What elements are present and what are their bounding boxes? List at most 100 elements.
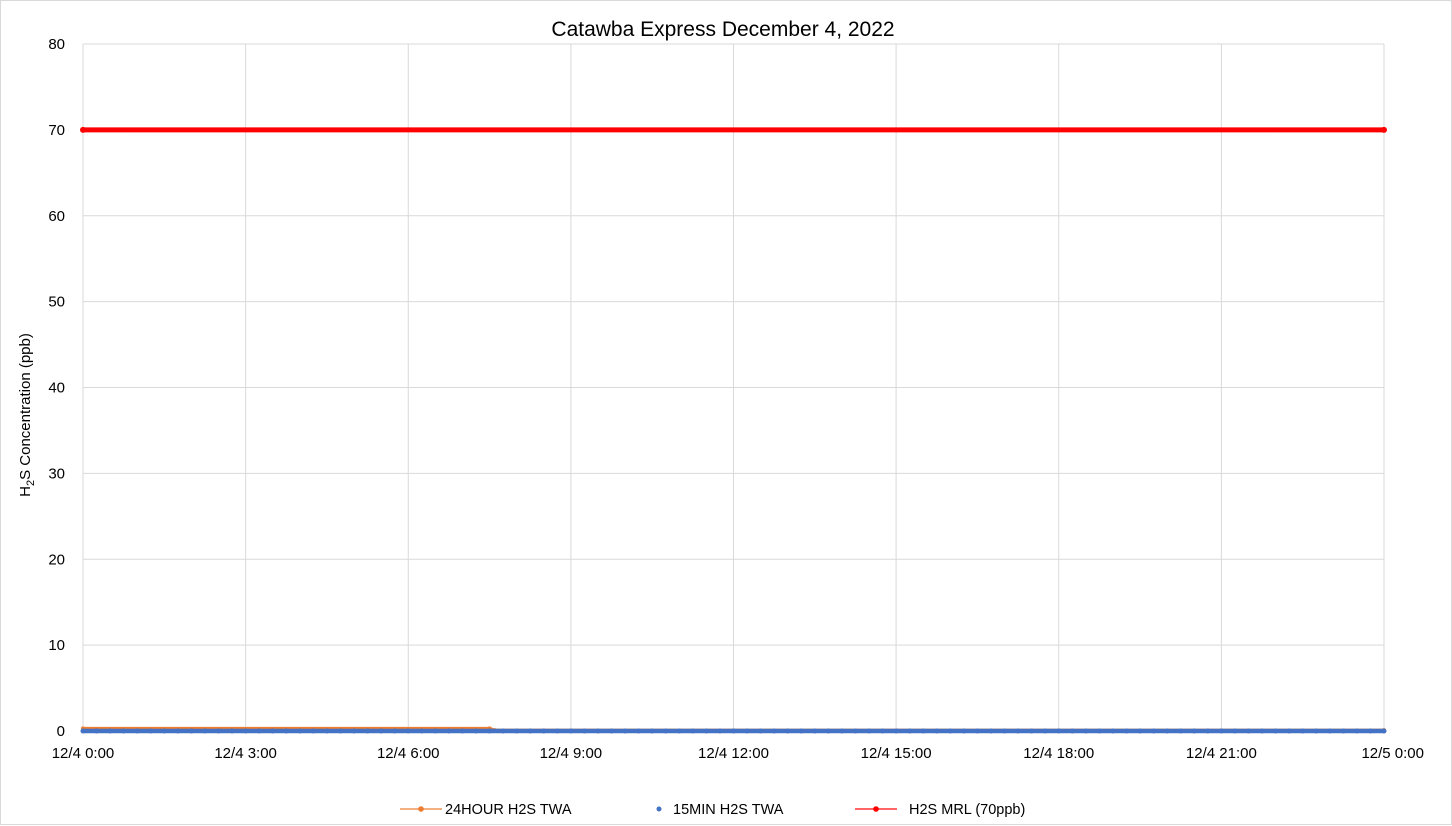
legend-label: 24HOUR H2S TWA <box>445 802 572 818</box>
data-point-15min-h2s-twa <box>1245 728 1251 734</box>
y-tick-label: 50 <box>48 294 65 311</box>
data-point-15min-h2s-twa <box>229 728 235 734</box>
data-point-15min-h2s-twa <box>1327 728 1333 734</box>
legend: 24HOUR H2S TWA 15MIN H2S TWA H2S MRL (70pp… <box>400 802 1025 818</box>
data-point-15min-h2s-twa <box>310 728 316 734</box>
data-point-15min-h2s-twa <box>216 728 222 734</box>
data-point-15min-h2s-twa <box>839 728 845 734</box>
data-point-15min-h2s-twa <box>459 728 465 734</box>
data-point-15min-h2s-twa <box>1151 728 1157 734</box>
y-tick-label: 70 <box>48 122 65 139</box>
data-point-15min-h2s-twa <box>852 728 858 734</box>
y-axis-title-subscript: 2 <box>25 480 37 486</box>
x-tick-label: 12/4 6:00 <box>377 745 440 762</box>
data-point-15min-h2s-twa <box>487 728 493 734</box>
data-point-15min-h2s-twa <box>202 728 208 734</box>
data-point-15min-h2s-twa <box>717 728 723 734</box>
data-point-15min-h2s-twa <box>1069 728 1075 734</box>
data-point-15min-h2s-twa <box>297 728 303 734</box>
data-point-15min-h2s-twa <box>866 728 872 734</box>
data-point-15min-h2s-twa <box>432 728 438 734</box>
y-tick-label: 20 <box>48 551 65 568</box>
data-point-15min-h2s-twa <box>94 728 100 734</box>
data-point-15min-h2s-twa <box>80 728 86 734</box>
data-point-15min-h2s-twa <box>785 728 791 734</box>
data-point-15min-h2s-twa <box>880 728 886 734</box>
data-point-15min-h2s-twa <box>554 728 560 734</box>
data-point-15min-h2s-twa <box>270 728 276 734</box>
data-point-15min-h2s-twa <box>1381 728 1387 734</box>
data-point-15min-h2s-twa <box>649 728 655 734</box>
data-point-15min-h2s-twa <box>1340 728 1346 734</box>
data-point-15min-h2s-twa <box>1191 728 1197 734</box>
y-axis-title-rest: S Concentration (ppb) <box>17 333 34 480</box>
data-point-15min-h2s-twa <box>1313 728 1319 734</box>
legend-item-h2s-mrl-70ppb: H2S MRL (70ppb) <box>855 802 1025 818</box>
legend-label: H2S MRL (70ppb) <box>909 802 1025 818</box>
data-point-15min-h2s-twa <box>1110 728 1116 734</box>
data-point-15min-h2s-twa <box>676 728 682 734</box>
legend-swatch-marker <box>418 806 424 812</box>
data-point-15min-h2s-twa <box>256 728 262 734</box>
data-point-15min-h2s-twa <box>1232 728 1238 734</box>
data-point-15min-h2s-twa <box>1029 728 1035 734</box>
data-point-15min-h2s-twa <box>907 728 913 734</box>
data-point-15min-h2s-twa <box>1273 728 1279 734</box>
data-point-15min-h2s-twa <box>527 728 533 734</box>
data-point-15min-h2s-twa <box>1286 728 1292 734</box>
data-point-15min-h2s-twa <box>1354 728 1360 734</box>
data-point-15min-h2s-twa <box>283 728 289 734</box>
data-point-15min-h2s-twa <box>690 728 696 734</box>
data-point-15min-h2s-twa <box>798 728 804 734</box>
legend-label: 15MIN H2S TWA <box>673 802 784 818</box>
y-axis-title: H2S Concentration (ppb) <box>17 333 37 497</box>
data-point-15min-h2s-twa <box>1056 728 1062 734</box>
data-point-15min-h2s-twa <box>243 728 249 734</box>
data-point-15min-h2s-twa <box>974 728 980 734</box>
data-point-15min-h2s-twa <box>934 728 940 734</box>
legend-swatch-marker <box>656 806 662 812</box>
data-point-15min-h2s-twa <box>514 728 520 734</box>
y-tick-label: 60 <box>48 208 65 225</box>
data-point-15min-h2s-twa <box>175 728 181 734</box>
y-axis-title-main: H <box>17 486 34 497</box>
data-point-15min-h2s-twa <box>392 728 398 734</box>
data-point-15min-h2s-twa <box>1178 728 1184 734</box>
data-point-15min-h2s-twa <box>419 728 425 734</box>
data-point-15min-h2s-twa <box>636 728 642 734</box>
data-point-15min-h2s-twa <box>988 728 994 734</box>
x-tick-label: 12/4 9:00 <box>540 745 603 762</box>
data-point-15min-h2s-twa <box>351 728 357 734</box>
y-tick-label: 40 <box>48 380 65 397</box>
x-axis-ticks: 12/4 0:00 12/4 3:00 12/4 6:00 12/4 9:00 12/4… <box>52 745 1424 762</box>
data-point-15min-h2s-twa <box>1015 728 1021 734</box>
data-point-15min-h2s-twa <box>568 728 574 734</box>
data-point-15min-h2s-twa <box>188 728 194 734</box>
data-point-15min-h2s-twa <box>920 728 926 734</box>
data-point-15min-h2s-twa <box>595 728 601 734</box>
data-point-15min-h2s-twa <box>731 728 736 734</box>
x-tick-label: 12/4 12:00 <box>698 745 769 762</box>
data-point-15min-h2s-twa <box>378 728 384 734</box>
data-point-15min-h2s-twa <box>609 728 615 734</box>
data-point-15min-h2s-twa <box>1259 728 1265 734</box>
data-point-15min-h2s-twa <box>825 728 831 734</box>
x-tick-label: 12/5 0:00 <box>1361 745 1424 762</box>
data-point-15min-h2s-twa <box>405 728 411 734</box>
data-point-15min-h2s-twa <box>1137 728 1143 734</box>
data-point-15min-h2s-twa <box>148 728 154 734</box>
x-tick-label: 12/4 15:00 <box>861 745 932 762</box>
x-tick-label: 12/4 3:00 <box>214 745 277 762</box>
data-point-15min-h2s-twa <box>134 728 140 734</box>
legend-swatch-marker <box>873 806 879 812</box>
data-point-15min-h2s-twa <box>893 728 899 734</box>
x-tick-label: 12/4 0:00 <box>52 745 115 762</box>
data-point-15min-h2s-twa <box>663 728 669 734</box>
y-axis-ticks: 0 10 20 30 40 50 60 70 80 <box>48 36 65 740</box>
data-point-15min-h2s-twa <box>365 728 371 734</box>
data-point-15min-h2s-twa <box>324 728 330 734</box>
y-tick-label: 0 <box>57 723 65 740</box>
data-point-15min-h2s-twa <box>541 728 547 734</box>
